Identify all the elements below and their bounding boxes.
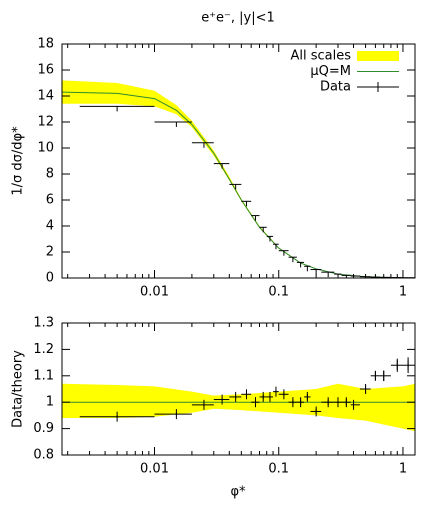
legend-swatch [357, 51, 399, 61]
x-tick-label: 0.01 [140, 462, 169, 477]
plot-area [62, 80, 415, 278]
plot-frame [61, 322, 416, 456]
y-tick-label: 6 [46, 193, 54, 208]
y-axis-label: 1/σ dσ/dφ* [11, 126, 26, 196]
y-tick-label: 2 [46, 245, 54, 260]
theory-line [62, 91, 415, 278]
chart-title: e⁺e⁻, |y|<1 [201, 11, 275, 26]
y-tick-label: 10 [37, 141, 54, 156]
legend-label: μQ=M [310, 64, 351, 79]
plot-frame [61, 43, 416, 279]
y-tick-label: 0.9 [33, 421, 54, 436]
y-axis-label: Data/theory [11, 350, 26, 428]
x-tick-label: 0.1 [268, 462, 289, 477]
x-axis-label: φ* [230, 485, 246, 500]
x-tick-label: 0.1 [268, 285, 289, 300]
y-tick-label: 18 [37, 37, 54, 52]
plot-area [62, 357, 415, 432]
band [62, 383, 415, 432]
legend-label: Data [320, 80, 351, 95]
y-tick-label: 1.1 [33, 368, 54, 383]
x-tick-label: 1 [399, 285, 407, 300]
y-tick-label: 0.8 [33, 448, 54, 463]
y-tick-label: 8 [46, 167, 54, 182]
y-tick-label: 1 [46, 395, 54, 410]
y-tick-label: 1.2 [33, 342, 54, 357]
x-tick-label: 0.01 [140, 285, 169, 300]
y-tick-label: 4 [46, 219, 54, 234]
y-tick-label: 16 [37, 63, 54, 78]
y-tick-label: 1.3 [33, 316, 54, 331]
band [62, 80, 415, 278]
y-tick-label: 12 [37, 115, 54, 130]
legend-label: All scales [290, 49, 351, 64]
y-tick-label: 0 [46, 271, 54, 286]
x-tick-label: 1 [399, 462, 407, 477]
y-tick-label: 14 [37, 89, 54, 104]
